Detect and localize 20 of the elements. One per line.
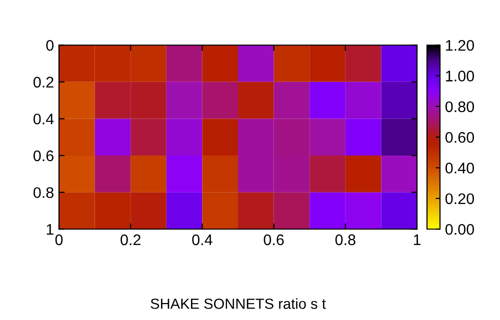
x-axis-title: SHAKE SONNETS ratio s t <box>150 298 326 309</box>
color-bar-label: 0.00 <box>445 224 474 235</box>
color-bar-label: 1.20 <box>446 40 474 51</box>
x-tick-label: 0 <box>55 234 63 246</box>
y-tick-label: 1 <box>46 224 54 235</box>
x-tick-label: 1 <box>414 234 421 246</box>
color-bar-label: 0.60 <box>445 132 474 143</box>
color-bar-label: 1.00 <box>446 70 474 82</box>
x-tick-label: 0.4 <box>192 234 212 246</box>
x-tick-label: 0.6 <box>264 234 284 246</box>
color-bar-label: 0.20 <box>445 193 474 204</box>
y-tick-label: 0.8 <box>34 187 54 198</box>
color-bar-label: 0.80 <box>445 101 474 112</box>
x-tick-label: 0.2 <box>120 234 140 246</box>
color-bar-label: 0.40 <box>445 162 474 174</box>
y-tick-label: 0 <box>46 40 54 51</box>
y-tick-label: 0.2 <box>34 76 54 88</box>
y-tick-label: 0.6 <box>34 150 54 162</box>
y-tick-label: 0.4 <box>34 114 54 124</box>
x-tick-label: 0.8 <box>335 234 356 246</box>
